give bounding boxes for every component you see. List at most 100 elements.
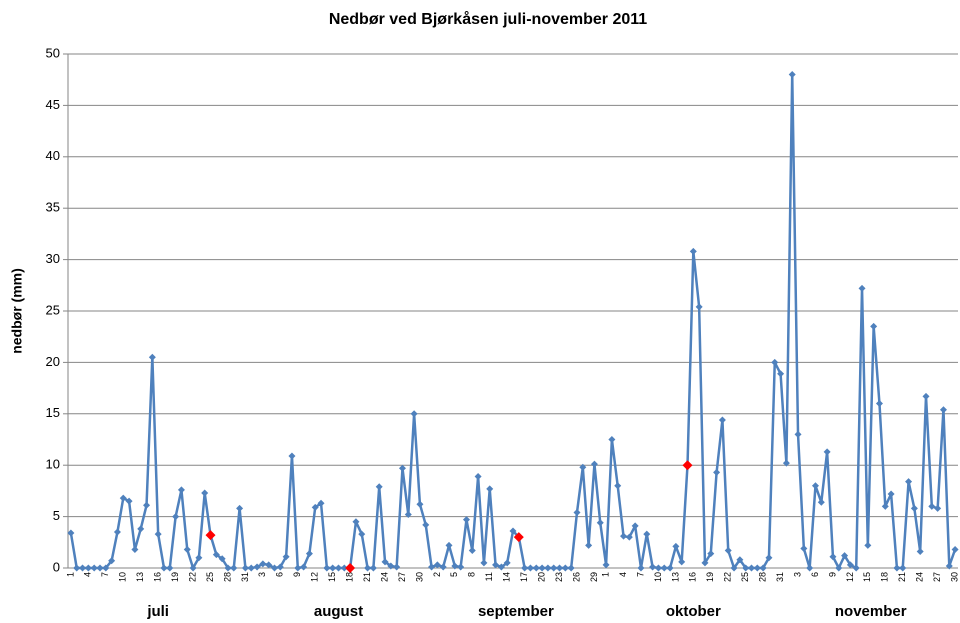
- marker: [113, 528, 121, 536]
- x-tick-label: 24: [379, 572, 389, 582]
- marker: [782, 459, 790, 467]
- x-tick-label: 31: [775, 572, 785, 582]
- y-tick-label: 30: [46, 251, 60, 266]
- marker: [631, 522, 639, 530]
- x-tick-label: 30: [949, 572, 959, 582]
- marker: [166, 564, 174, 572]
- marker: [620, 532, 628, 540]
- marker: [224, 564, 232, 572]
- marker: [428, 563, 436, 571]
- marker: [259, 560, 267, 568]
- marker: [218, 555, 226, 563]
- marker: [137, 525, 145, 533]
- marker: [154, 530, 162, 538]
- marker: [829, 553, 837, 561]
- marker: [870, 322, 878, 330]
- marker: [556, 564, 564, 572]
- marker: [800, 544, 808, 552]
- marker: [143, 501, 151, 509]
- marker: [387, 562, 395, 570]
- x-tick-label: 3: [257, 572, 267, 577]
- marker: [183, 545, 191, 553]
- x-tick-label: 15: [862, 572, 872, 582]
- marker: [305, 550, 313, 558]
- x-tick-label: 26: [571, 572, 581, 582]
- marker: [678, 558, 686, 566]
- marker: [96, 564, 104, 572]
- marker: [468, 547, 476, 555]
- x-tick-label: 8: [467, 572, 477, 577]
- x-tick-label: 9: [292, 572, 302, 577]
- marker: [806, 564, 814, 572]
- highlight-marker: [682, 460, 693, 471]
- marker: [352, 518, 360, 526]
- x-tick-label: 25: [205, 572, 215, 582]
- marker: [753, 564, 761, 572]
- month-label: august: [314, 603, 363, 620]
- x-tick-label: 9: [827, 572, 837, 577]
- marker: [916, 548, 924, 556]
- marker: [934, 504, 942, 512]
- marker: [835, 564, 843, 572]
- marker: [445, 541, 453, 549]
- marker: [666, 564, 674, 572]
- marker: [875, 400, 883, 408]
- month-label: juli: [146, 603, 169, 620]
- x-tick-label: 2: [432, 572, 442, 577]
- chart-title: Nedbør ved Bjørkåsen juli-november 2011: [329, 10, 647, 28]
- x-tick-label: 12: [845, 572, 855, 582]
- y-tick-label: 5: [53, 508, 60, 523]
- marker: [899, 564, 907, 572]
- marker: [718, 416, 726, 424]
- marker: [404, 511, 412, 519]
- marker: [276, 563, 284, 571]
- marker: [492, 561, 500, 569]
- x-tick-label: 19: [170, 572, 180, 582]
- highlight-marker: [513, 532, 524, 543]
- marker: [672, 542, 680, 550]
- marker: [951, 545, 959, 553]
- x-tick-label: 1: [600, 572, 610, 577]
- x-tick-label: 14: [502, 572, 512, 582]
- marker: [172, 513, 180, 521]
- x-tick-label: 31: [240, 572, 250, 582]
- x-tick-label: 25: [740, 572, 750, 582]
- x-tick-label: 4: [618, 572, 628, 577]
- x-tick-label: 21: [362, 572, 372, 582]
- marker: [247, 564, 255, 572]
- marker: [608, 436, 616, 443]
- marker: [131, 545, 139, 553]
- marker: [398, 464, 406, 472]
- y-tick-label: 0: [53, 559, 60, 574]
- marker: [311, 503, 319, 511]
- marker: [701, 559, 709, 567]
- marker: [108, 557, 116, 565]
- marker: [573, 508, 581, 516]
- marker: [160, 564, 168, 572]
- x-tick-label: 10: [653, 572, 663, 582]
- marker: [282, 553, 290, 561]
- marker: [457, 563, 465, 571]
- x-tick-label: 13: [135, 572, 145, 582]
- marker: [236, 504, 244, 512]
- marker: [439, 563, 447, 571]
- month-label: september: [478, 603, 554, 620]
- marker: [317, 499, 325, 507]
- x-tick-label: 7: [100, 572, 110, 577]
- x-tick-label: 10: [118, 572, 128, 582]
- marker: [177, 486, 185, 494]
- marker: [410, 410, 418, 418]
- x-tick-label: 27: [932, 572, 942, 582]
- x-tick-label: 18: [344, 572, 354, 582]
- marker: [730, 564, 738, 572]
- marker: [393, 563, 401, 571]
- marker: [241, 564, 249, 572]
- y-tick-label: 45: [46, 97, 60, 112]
- highlight-marker: [205, 530, 216, 541]
- marker: [736, 556, 744, 564]
- marker: [724, 547, 732, 555]
- x-tick-label: 28: [222, 572, 232, 582]
- marker: [811, 482, 819, 490]
- month-label: november: [835, 603, 907, 620]
